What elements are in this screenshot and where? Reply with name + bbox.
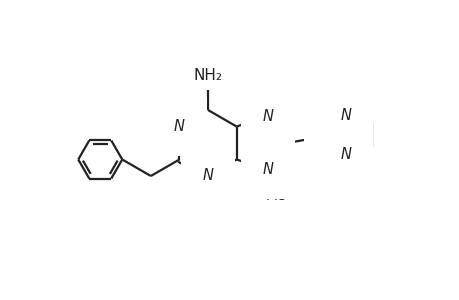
Text: Me: Me [265,189,285,203]
Text: N: N [262,162,273,177]
Text: N: N [202,169,213,184]
Text: N: N [340,107,351,122]
Text: NH₂: NH₂ [193,68,222,82]
Text: N: N [325,128,336,142]
Text: N: N [174,119,185,134]
Text: N: N [262,109,273,124]
Text: N: N [340,148,351,163]
